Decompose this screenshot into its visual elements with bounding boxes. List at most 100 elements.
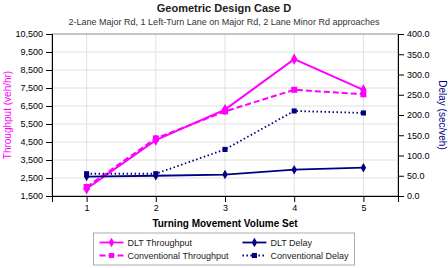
tick-mark <box>46 34 52 35</box>
legend-marker <box>252 253 257 258</box>
tick-label: 300.0 <box>407 70 430 80</box>
marker <box>84 184 90 190</box>
tick-mark <box>294 196 295 202</box>
tick-mark <box>46 70 52 71</box>
marker <box>360 91 366 97</box>
tick-mark <box>46 160 52 161</box>
tick: 5,500 <box>20 119 52 129</box>
y2-axis-title: Delay (sec/veh) <box>437 80 448 149</box>
legend-item: Conventional Throughput <box>100 251 229 261</box>
tick: 0.0 <box>398 191 420 201</box>
tick-mark <box>46 178 52 179</box>
tick: 4,500 <box>20 137 52 147</box>
tick-label: 4 <box>292 203 297 213</box>
tick-label: 3,500 <box>20 155 43 165</box>
marker <box>291 87 297 93</box>
series-line <box>87 90 364 187</box>
legend-marker <box>109 253 114 258</box>
axis-line <box>46 35 53 197</box>
tick: 2,500 <box>20 173 52 183</box>
legend-label: Conventional Throughput <box>128 251 229 261</box>
legend-frame <box>94 233 355 265</box>
legend-marker <box>109 238 114 247</box>
tick-mark <box>398 176 404 177</box>
tick-mark <box>398 34 404 35</box>
y-axis: 1,5002,5003,5004,5005,5006,5007,5008,500… <box>15 29 52 201</box>
tick-mark <box>156 196 157 202</box>
tick: 7,500 <box>20 83 52 93</box>
subtitle: 2-Lane Major Rd, 1 Left-Turn Lane on Maj… <box>69 17 380 27</box>
tick-label: 1 <box>85 203 90 213</box>
tick-label: 2,500 <box>20 173 43 183</box>
marker <box>222 170 227 179</box>
marker <box>292 108 297 113</box>
plot-frame <box>52 34 398 196</box>
marker <box>291 165 296 174</box>
series <box>84 163 366 181</box>
marker <box>361 110 366 115</box>
tick-label: 100.0 <box>407 151 430 161</box>
tick: 200.0 <box>398 110 430 120</box>
marker <box>291 54 297 65</box>
tick: 250.0 <box>398 90 430 100</box>
tick-mark <box>398 54 404 55</box>
tick: 2 <box>154 196 159 213</box>
marker <box>222 147 227 152</box>
marker <box>84 171 89 176</box>
x-axis-title: Turning Movement Volume Set <box>152 218 298 229</box>
tick-label: 2 <box>154 203 159 213</box>
y2-axis: 0.050.0100.0150.0200.0250.0300.0350.0400… <box>398 29 430 201</box>
tick-label: 3 <box>223 203 228 213</box>
tick-mark <box>87 196 88 202</box>
tick-mark <box>398 115 404 116</box>
tick-mark <box>225 196 226 202</box>
tick-mark <box>46 106 52 107</box>
tick-label: 5 <box>361 203 366 213</box>
legend-item: DLT Throughput <box>100 238 193 248</box>
marker <box>153 171 158 176</box>
tick-label: 9,500 <box>20 47 43 57</box>
tick: 4 <box>292 196 297 213</box>
series <box>83 54 366 195</box>
tick: 9,500 <box>20 47 52 57</box>
legend-item: Conventional Delay <box>242 251 349 261</box>
tick-label: 10,500 <box>15 29 43 39</box>
data-layer <box>83 54 366 195</box>
y-axis-title: Throughput (veh/hr) <box>2 71 13 159</box>
tick: 10,500 <box>15 29 52 39</box>
tick-mark <box>398 156 404 157</box>
tick-label: 150.0 <box>407 131 430 141</box>
tick-mark <box>46 52 52 53</box>
tick-mark <box>398 75 404 76</box>
marker <box>222 108 228 114</box>
tick: 300.0 <box>398 70 430 80</box>
marker <box>83 183 89 194</box>
marker <box>153 171 158 180</box>
marker <box>222 104 228 115</box>
tick: 5 <box>361 196 366 213</box>
tick: 400.0 <box>398 29 430 39</box>
tick: 8,500 <box>20 65 52 75</box>
tick-label: 250.0 <box>407 90 430 100</box>
tick-label: 1,500 <box>20 191 43 201</box>
tick-label: 0.0 <box>407 191 420 201</box>
tick-mark <box>363 196 364 202</box>
legend: DLT Throughput Conventional Throughput DLT… <box>94 233 355 265</box>
legend-label: DLT Delay <box>270 238 312 248</box>
marker <box>84 172 89 181</box>
tick: 3 <box>223 196 228 213</box>
tick-mark <box>398 135 404 136</box>
tick-mark <box>46 124 52 125</box>
series <box>84 87 367 190</box>
tick: 350.0 <box>398 50 430 60</box>
tick-label: 350.0 <box>407 50 430 60</box>
tick: 1,500 <box>20 191 52 201</box>
tick-label: 7,500 <box>20 83 43 93</box>
tick-label: 5,500 <box>20 119 43 129</box>
tick-label: 200.0 <box>407 110 430 120</box>
tick: 150.0 <box>398 131 430 141</box>
legend-label: DLT Throughput <box>128 238 193 248</box>
tick-mark <box>398 196 404 197</box>
tick-mark <box>46 88 52 89</box>
series-line <box>87 111 364 174</box>
